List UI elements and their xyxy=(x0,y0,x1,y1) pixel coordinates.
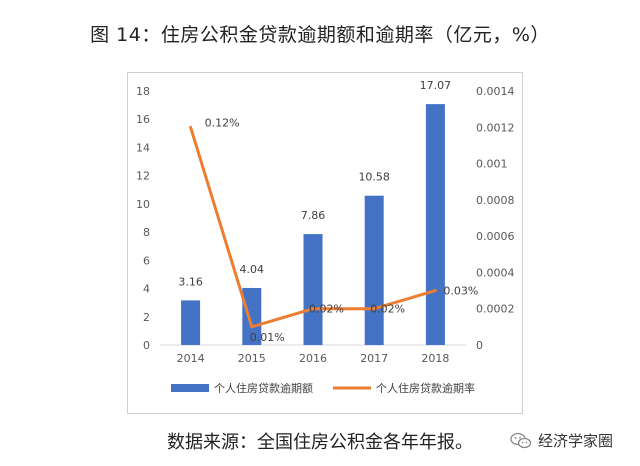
y-left-tick-label: 12 xyxy=(136,170,150,183)
y-left-tick-label: 6 xyxy=(143,254,150,267)
line-data-label: 0.12% xyxy=(205,116,240,129)
bar-data-label: 3.16 xyxy=(178,275,203,288)
y-right-tick-label: 0.0002 xyxy=(476,303,515,316)
y-right-tick-label: 0.0006 xyxy=(476,230,515,243)
bar xyxy=(425,104,445,345)
line-data-label: 0.03% xyxy=(443,285,478,298)
y-right-tick-label: 0.001 xyxy=(476,158,508,171)
y-right-tick-label: 0.0008 xyxy=(476,194,515,207)
bar xyxy=(242,287,262,345)
bar xyxy=(181,300,201,345)
x-tick-label: 2018 xyxy=(421,352,449,365)
watermark-text: 经济学家圈 xyxy=(538,432,614,450)
bar-data-label: 4.04 xyxy=(240,263,265,276)
y-right-tick-label: 0.0004 xyxy=(476,266,515,279)
x-tick-label: 2016 xyxy=(299,352,327,365)
x-tick-label: 2017 xyxy=(360,352,388,365)
y-left-tick-label: 8 xyxy=(143,226,150,239)
watermark: 经济学家圈 xyxy=(510,430,613,451)
y-right-tick-label: 0.0014 xyxy=(476,85,515,98)
y-left-tick-label: 14 xyxy=(136,141,150,154)
line-series xyxy=(189,125,437,329)
bar xyxy=(364,195,384,345)
y-left-tick-label: 4 xyxy=(143,283,150,296)
bar-data-label: 17.07 xyxy=(420,79,452,92)
legend-line-label: 个人住房贷款逾期率 xyxy=(376,381,475,395)
source-note: 数据来源：全国住房公积金各年年报。 xyxy=(167,432,473,453)
x-tick-label: 2015 xyxy=(238,352,266,365)
legend-bar-label: 个人住房贷款逾期额 xyxy=(214,381,313,395)
line-data-label: 0.01% xyxy=(250,331,285,344)
wechat-icon xyxy=(510,432,532,450)
line-data-label: 0.02% xyxy=(309,303,344,316)
y-left-tick-label: 18 xyxy=(136,85,150,98)
chart-title: 图 14：住房公积金贷款逾期额和逾期率（亿元，%） xyxy=(90,24,550,46)
y-left-tick-label: 2 xyxy=(143,311,150,324)
y-left-tick-label: 10 xyxy=(136,198,150,211)
bar xyxy=(303,234,323,345)
line-data-label: 0.02% xyxy=(370,303,405,316)
y-right-tick-label: 0 xyxy=(476,339,483,352)
bar-data-label: 10.58 xyxy=(358,171,390,184)
chart-frame xyxy=(127,72,523,414)
legend-bar-swatch xyxy=(171,384,209,392)
bar-data-label: 7.86 xyxy=(301,209,326,222)
x-tick-label: 2014 xyxy=(177,352,205,365)
y-left-tick-label: 0 xyxy=(143,339,150,352)
y-left-tick-label: 16 xyxy=(136,113,150,126)
y-right-tick-label: 0.0012 xyxy=(476,121,515,134)
